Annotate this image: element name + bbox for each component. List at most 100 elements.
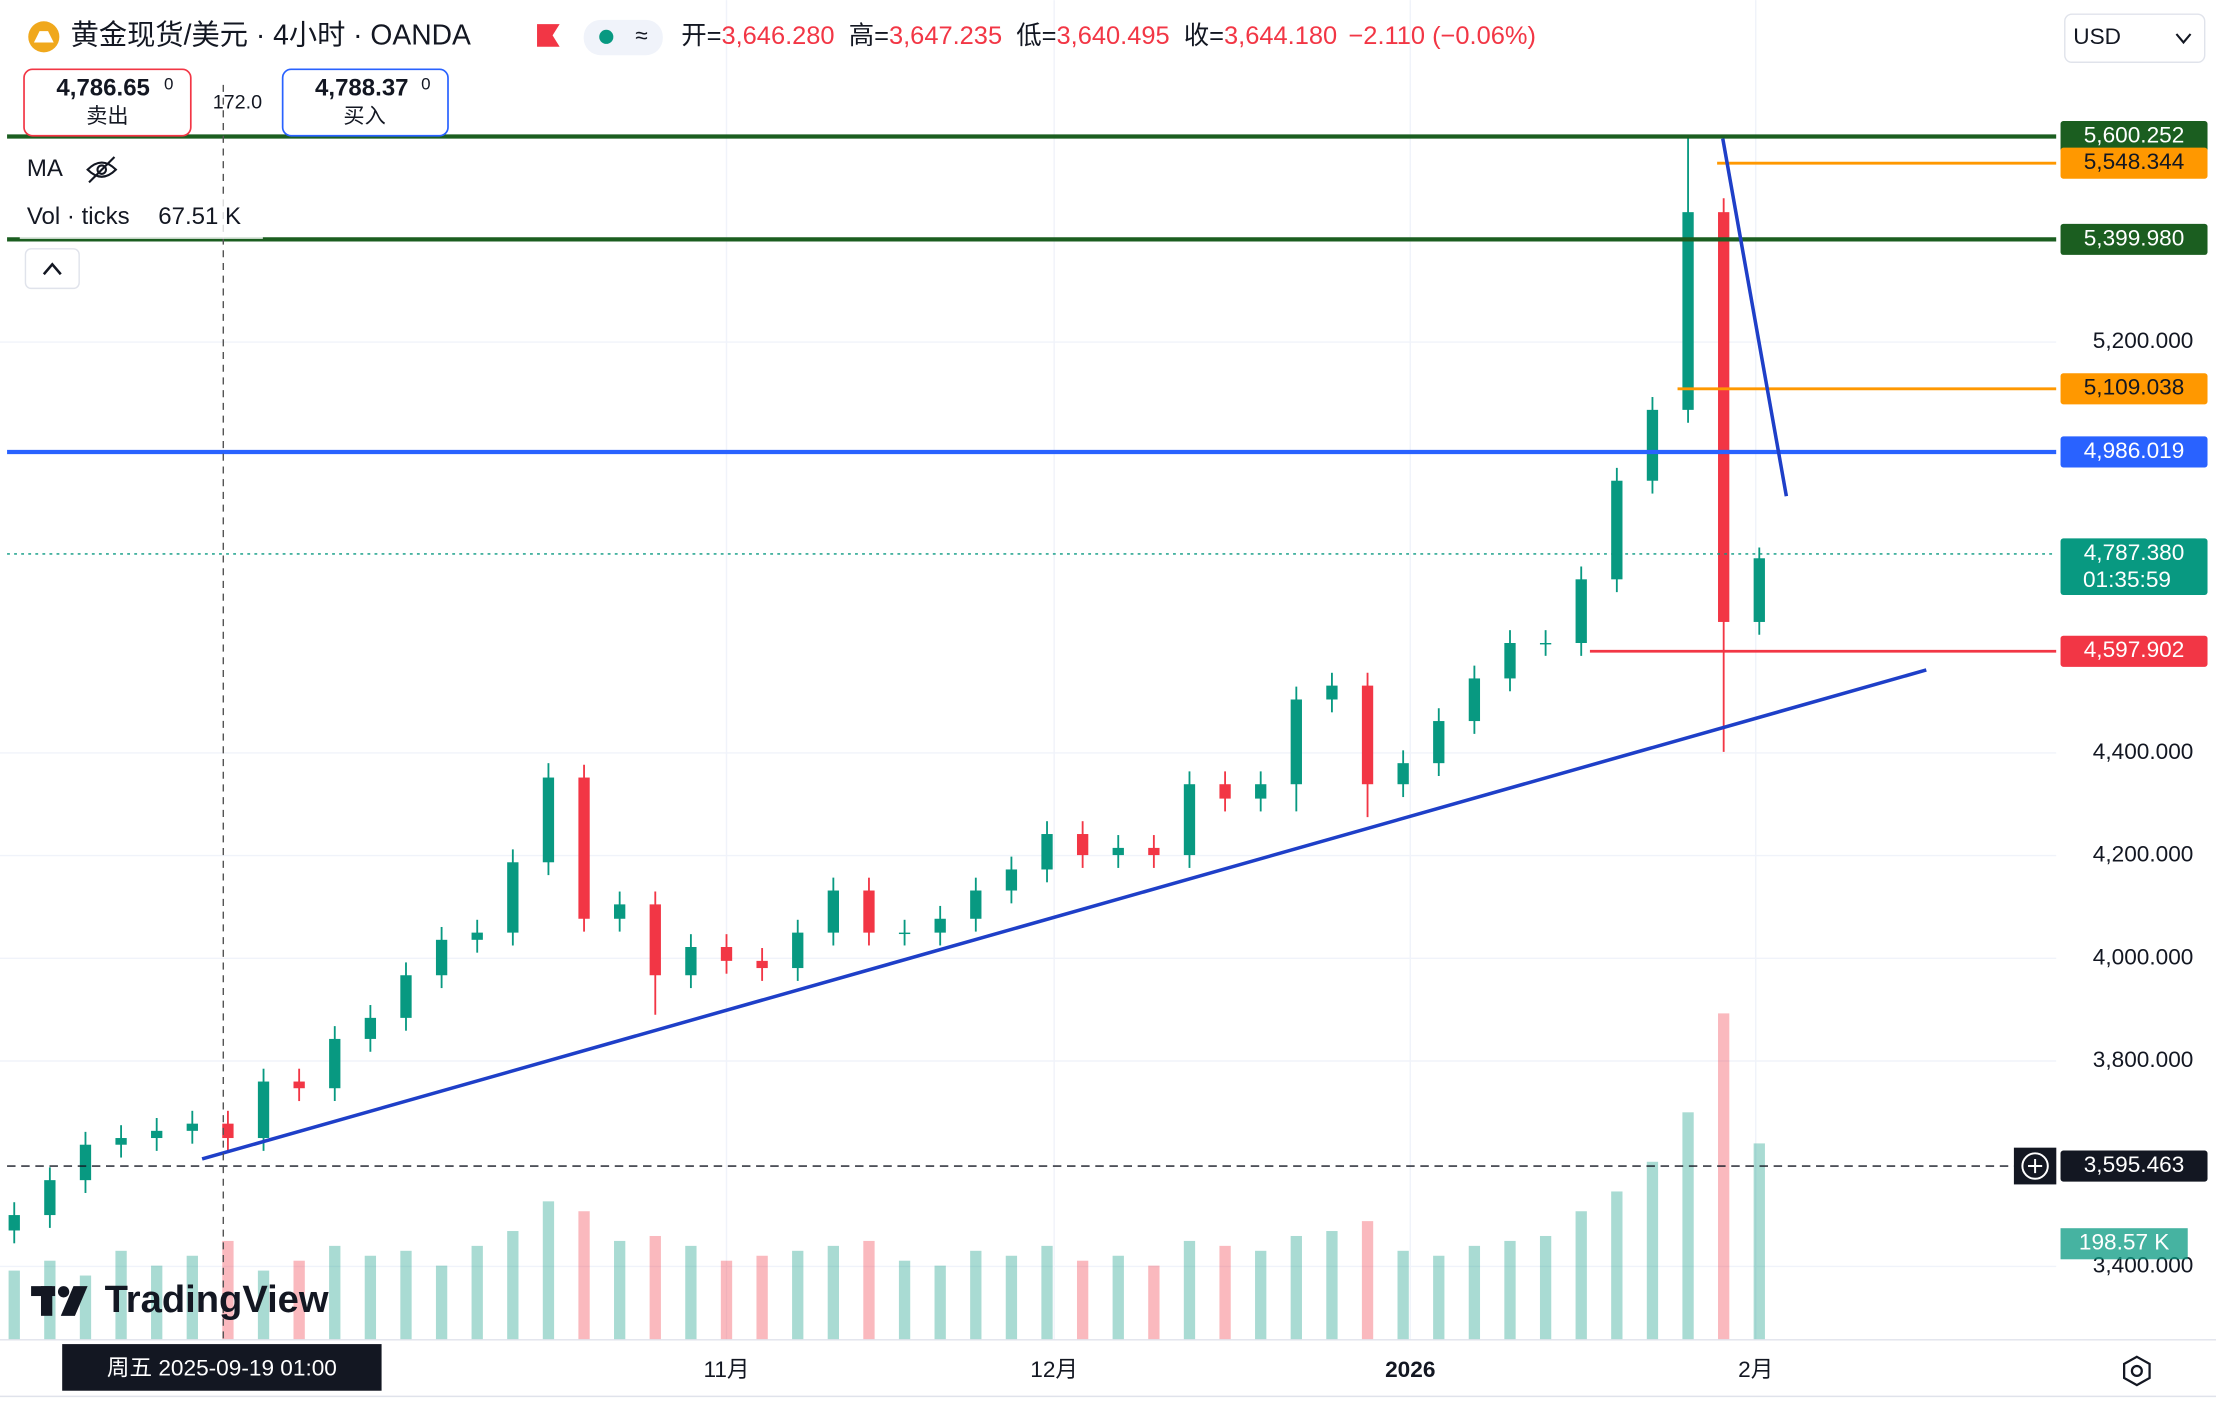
candle-body (257, 1081, 270, 1139)
volume-bar (685, 1245, 697, 1340)
candle-body (1290, 699, 1302, 785)
candle-body (720, 947, 733, 961)
volume-bar (614, 1240, 626, 1340)
hide-icon[interactable] (86, 156, 118, 184)
collapse-button[interactable] (24, 248, 80, 290)
price-label-box (2060, 436, 2208, 468)
sell-price[interactable]: 4,786.65 (56, 74, 149, 101)
price-label: 5,600.252 (2084, 123, 2185, 148)
volume-bar (1148, 1265, 1160, 1340)
candle-body (44, 1180, 56, 1216)
candle-body (329, 1038, 341, 1089)
status-pill[interactable] (583, 19, 663, 56)
price-label: 5,109.038 (2084, 375, 2185, 400)
y-tick-label: 4,400.000 (2093, 739, 2194, 764)
trend-line[interactable] (201, 668, 1927, 1161)
flag-icon[interactable] (537, 24, 560, 47)
currency[interactable]: USD (2073, 24, 2121, 49)
candle-body (1112, 847, 1124, 856)
vol-value: 67.51 K (158, 203, 241, 230)
volume-bar (898, 1260, 911, 1340)
price-label: 3,595.463 (2084, 1152, 2185, 1177)
volume-bar (1397, 1250, 1409, 1340)
volume-bar (115, 1250, 127, 1340)
x-tick-label: 11月 (703, 1357, 749, 1382)
candle-body (1219, 784, 1231, 799)
buy-button[interactable] (281, 68, 449, 137)
candle-body (1255, 784, 1267, 799)
volume-bar (578, 1211, 590, 1340)
volume-bar (756, 1255, 768, 1340)
ohlc-value: 3,647.235 (889, 22, 1002, 50)
price-label: 5,399.980 (2084, 225, 2185, 250)
crosshair-date-box (62, 1344, 382, 1391)
change: −2.110 (−0.06%) (1348, 22, 1536, 50)
logo-text[interactable]: TradingView (105, 1278, 329, 1321)
candle-body (1361, 685, 1374, 785)
price-label: 4,787.380 (2084, 540, 2185, 565)
volume-bar (1468, 1245, 1481, 1340)
symbol-title[interactable]: 黄金现货/美元 · 4小时 · OANDA (71, 18, 471, 50)
buy-label[interactable]: 买入 (343, 105, 385, 128)
candle-body (1718, 212, 1730, 622)
volume-bar (1255, 1250, 1267, 1340)
candle-body (970, 890, 982, 919)
price-label: 4,986.019 (2084, 438, 2185, 463)
candle-body (222, 1123, 234, 1139)
candle-body (685, 947, 697, 976)
collapse-icon (42, 262, 62, 276)
volume-bar (1611, 1191, 1623, 1340)
buy-price[interactable]: 4,788.37 (315, 74, 408, 101)
candle-body (1148, 847, 1160, 856)
price-label-box (2060, 635, 2208, 667)
candle-body (471, 932, 483, 940)
candle-body (8, 1215, 20, 1231)
candle-body (614, 904, 626, 919)
volume-bar (1433, 1255, 1445, 1340)
price-label-box (2060, 538, 2208, 595)
y-axis: 3,400.0003,800.0004,000.0004,200.0004,40… (2093, 328, 2194, 1277)
volume-bar (79, 1275, 92, 1340)
crosshair-add-icon (2021, 1152, 2049, 1180)
volume-label: 198.57 K (2079, 1230, 2170, 1255)
volume-bar (293, 1260, 305, 1340)
candle-body (151, 1130, 163, 1139)
candle-body (1326, 685, 1338, 700)
volume-bar (222, 1240, 234, 1340)
buy-price-sup[interactable]: 0 (421, 74, 430, 93)
volume-bar (1361, 1221, 1374, 1340)
candle-body (1041, 834, 1053, 870)
currency-box[interactable] (2064, 13, 2206, 63)
candle-body (1076, 834, 1089, 856)
candle-body (507, 862, 519, 933)
candle-body (1504, 643, 1516, 679)
volume-bar (863, 1240, 875, 1340)
volume-bar (1718, 1013, 1730, 1340)
volume-bar (1326, 1231, 1338, 1340)
volume-bar (720, 1260, 733, 1340)
settings-icon[interactable] (2123, 1355, 2151, 1387)
candle-body (827, 890, 839, 933)
candle-body (649, 904, 661, 976)
crosshair-add-plus (2028, 1158, 2043, 1174)
sell-button[interactable] (23, 68, 192, 137)
price-label-box (2060, 223, 2208, 255)
ohlc-value: 3,640.495 (1057, 22, 1170, 50)
candle-body (1005, 869, 1018, 891)
countdown: 01:35:59 (2083, 567, 2171, 592)
price-label: 4,597.902 (2084, 637, 2185, 662)
x-tick-label: 2月 (1738, 1357, 1773, 1382)
volume-bar (542, 1201, 555, 1340)
ma-indicator[interactable]: MA (27, 155, 63, 182)
volume-label-box (2060, 1228, 2188, 1260)
sell-label[interactable]: 卖出 (86, 104, 128, 128)
candle-body (542, 777, 555, 863)
volume-bar (364, 1255, 377, 1340)
trend-line[interactable] (1721, 138, 1789, 497)
vol-title[interactable]: Vol · ticks (27, 203, 130, 230)
sell-price-sup[interactable]: 0 (164, 74, 173, 93)
